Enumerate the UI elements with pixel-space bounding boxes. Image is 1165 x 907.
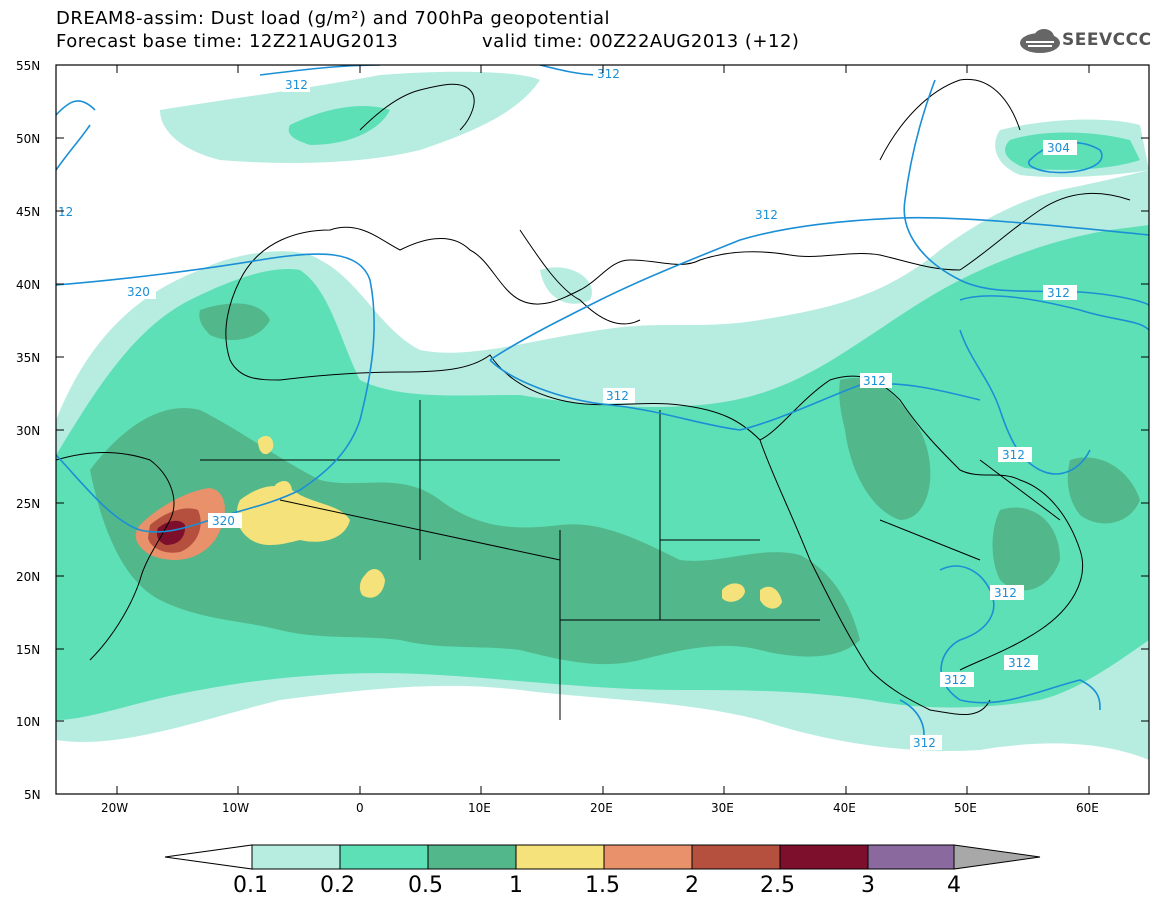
latitude-axis [56, 64, 1149, 722]
lat-label: 40N [16, 278, 40, 292]
lat-label: 50N [16, 132, 40, 146]
colorbar-swatch [867, 844, 955, 870]
contour-label: 12 [58, 205, 73, 219]
dust-level-1 [359, 568, 385, 598]
lon-label: 50E [954, 801, 977, 815]
lat-label: 25N [16, 497, 40, 511]
lat-label: 5N [24, 788, 41, 802]
longitude-axis [116, 65, 1090, 794]
contour-label: 312 [1047, 286, 1070, 300]
dust-level-0-5 [992, 507, 1060, 591]
lat-label: 45N [16, 205, 40, 219]
geopotential-contours [56, 65, 1149, 751]
lat-label: 30N [16, 424, 40, 438]
colorbar-tick: 0.2 [320, 873, 355, 898]
dust-load-field [56, 71, 1149, 760]
colorbar-swatch [515, 844, 605, 870]
contour-label: 312 [863, 374, 886, 388]
lon-label: 20E [590, 801, 613, 815]
forecast-base-time: Forecast base time: 12Z21AUG2013 [56, 31, 399, 52]
dust-level-1 [236, 485, 350, 545]
colorbar-tick: 4 [947, 873, 961, 898]
dust-level-1 [760, 586, 782, 609]
colorbar-swatch [251, 844, 341, 870]
map-title: DREAM8-assim: Dust load (g/m²) and 700hP… [56, 8, 610, 29]
dust-level-0-5 [839, 378, 931, 520]
lat-label: 20N [16, 570, 40, 584]
contour-label: 312 [994, 586, 1017, 600]
colorbar-min-arrow [164, 844, 253, 870]
contour-label: 312 [913, 736, 936, 750]
contour-label: 312 [606, 389, 629, 403]
colorbar-max-arrow [953, 844, 1041, 870]
dust-level-0-2 [288, 105, 390, 145]
colorbar-tick: 1.5 [585, 873, 620, 898]
lon-label: 30E [711, 801, 734, 815]
dust-level-2-5 [156, 520, 186, 545]
colorbar-tick: 2.5 [760, 873, 795, 898]
colorbar-swatch [691, 844, 781, 870]
valid-time: valid time: 00Z22AUG2013 (+12) [482, 31, 800, 52]
dust-level-1 [722, 583, 745, 602]
latitude-labels: 55N 50N 45N 40N 35N 30N 25N 20N 15N 10N … [16, 59, 41, 802]
lat-label: 10N [16, 715, 40, 729]
dust-level-0-5 [199, 303, 270, 340]
contour-label: 312 [1002, 448, 1025, 462]
lat-label: 15N [16, 643, 40, 657]
colorbar-swatch [603, 844, 693, 870]
coastlines [56, 78, 1131, 720]
lon-label: 20W [101, 801, 128, 815]
contour-label: 312 [285, 78, 308, 92]
contour-label: 312 [597, 67, 620, 81]
colorbar-swatch [779, 844, 869, 870]
dust-level-0-5 [90, 408, 860, 665]
colorbar-tick: 2 [685, 873, 699, 898]
colorbar: 0.1 0.2 0.5 1 1.5 2 2.5 3 4 [164, 844, 1041, 898]
lat-label: 55N [16, 59, 40, 73]
colorbar-tick: 0.1 [233, 873, 268, 898]
lon-label: 10E [468, 801, 491, 815]
dust-level-1 [275, 480, 292, 498]
colorbar-tick: 3 [861, 873, 875, 898]
contour-label: 312 [755, 208, 778, 222]
contour-label: 320 [212, 514, 235, 528]
dust-level-0-1 [540, 267, 592, 304]
lon-label: 40E [833, 801, 856, 815]
contour-label: 312 [944, 673, 967, 687]
dust-level-1 [258, 435, 274, 455]
lat-label: 35N [16, 351, 40, 365]
seevccc-logo [1020, 29, 1060, 53]
contour-label: 320 [127, 285, 150, 299]
lon-label: 0 [356, 801, 364, 815]
lon-label: 60E [1076, 801, 1099, 815]
contour-label: 312 [1008, 656, 1031, 670]
cloud-icon [1020, 29, 1060, 53]
longitude-labels: 20W 10W 0 10E 20E 30E 40E 50E 60E [101, 801, 1099, 815]
colorbar-swatch [339, 844, 429, 870]
colorbar-swatch [427, 844, 517, 870]
lon-label: 10W [222, 801, 249, 815]
logo-text: SEEVCCC [1062, 30, 1152, 50]
contour-label: 304 [1047, 141, 1070, 155]
colorbar-tick: 1 [509, 873, 523, 898]
colorbar-tick: 0.5 [408, 873, 443, 898]
dust-level-0-5 [1067, 457, 1140, 524]
